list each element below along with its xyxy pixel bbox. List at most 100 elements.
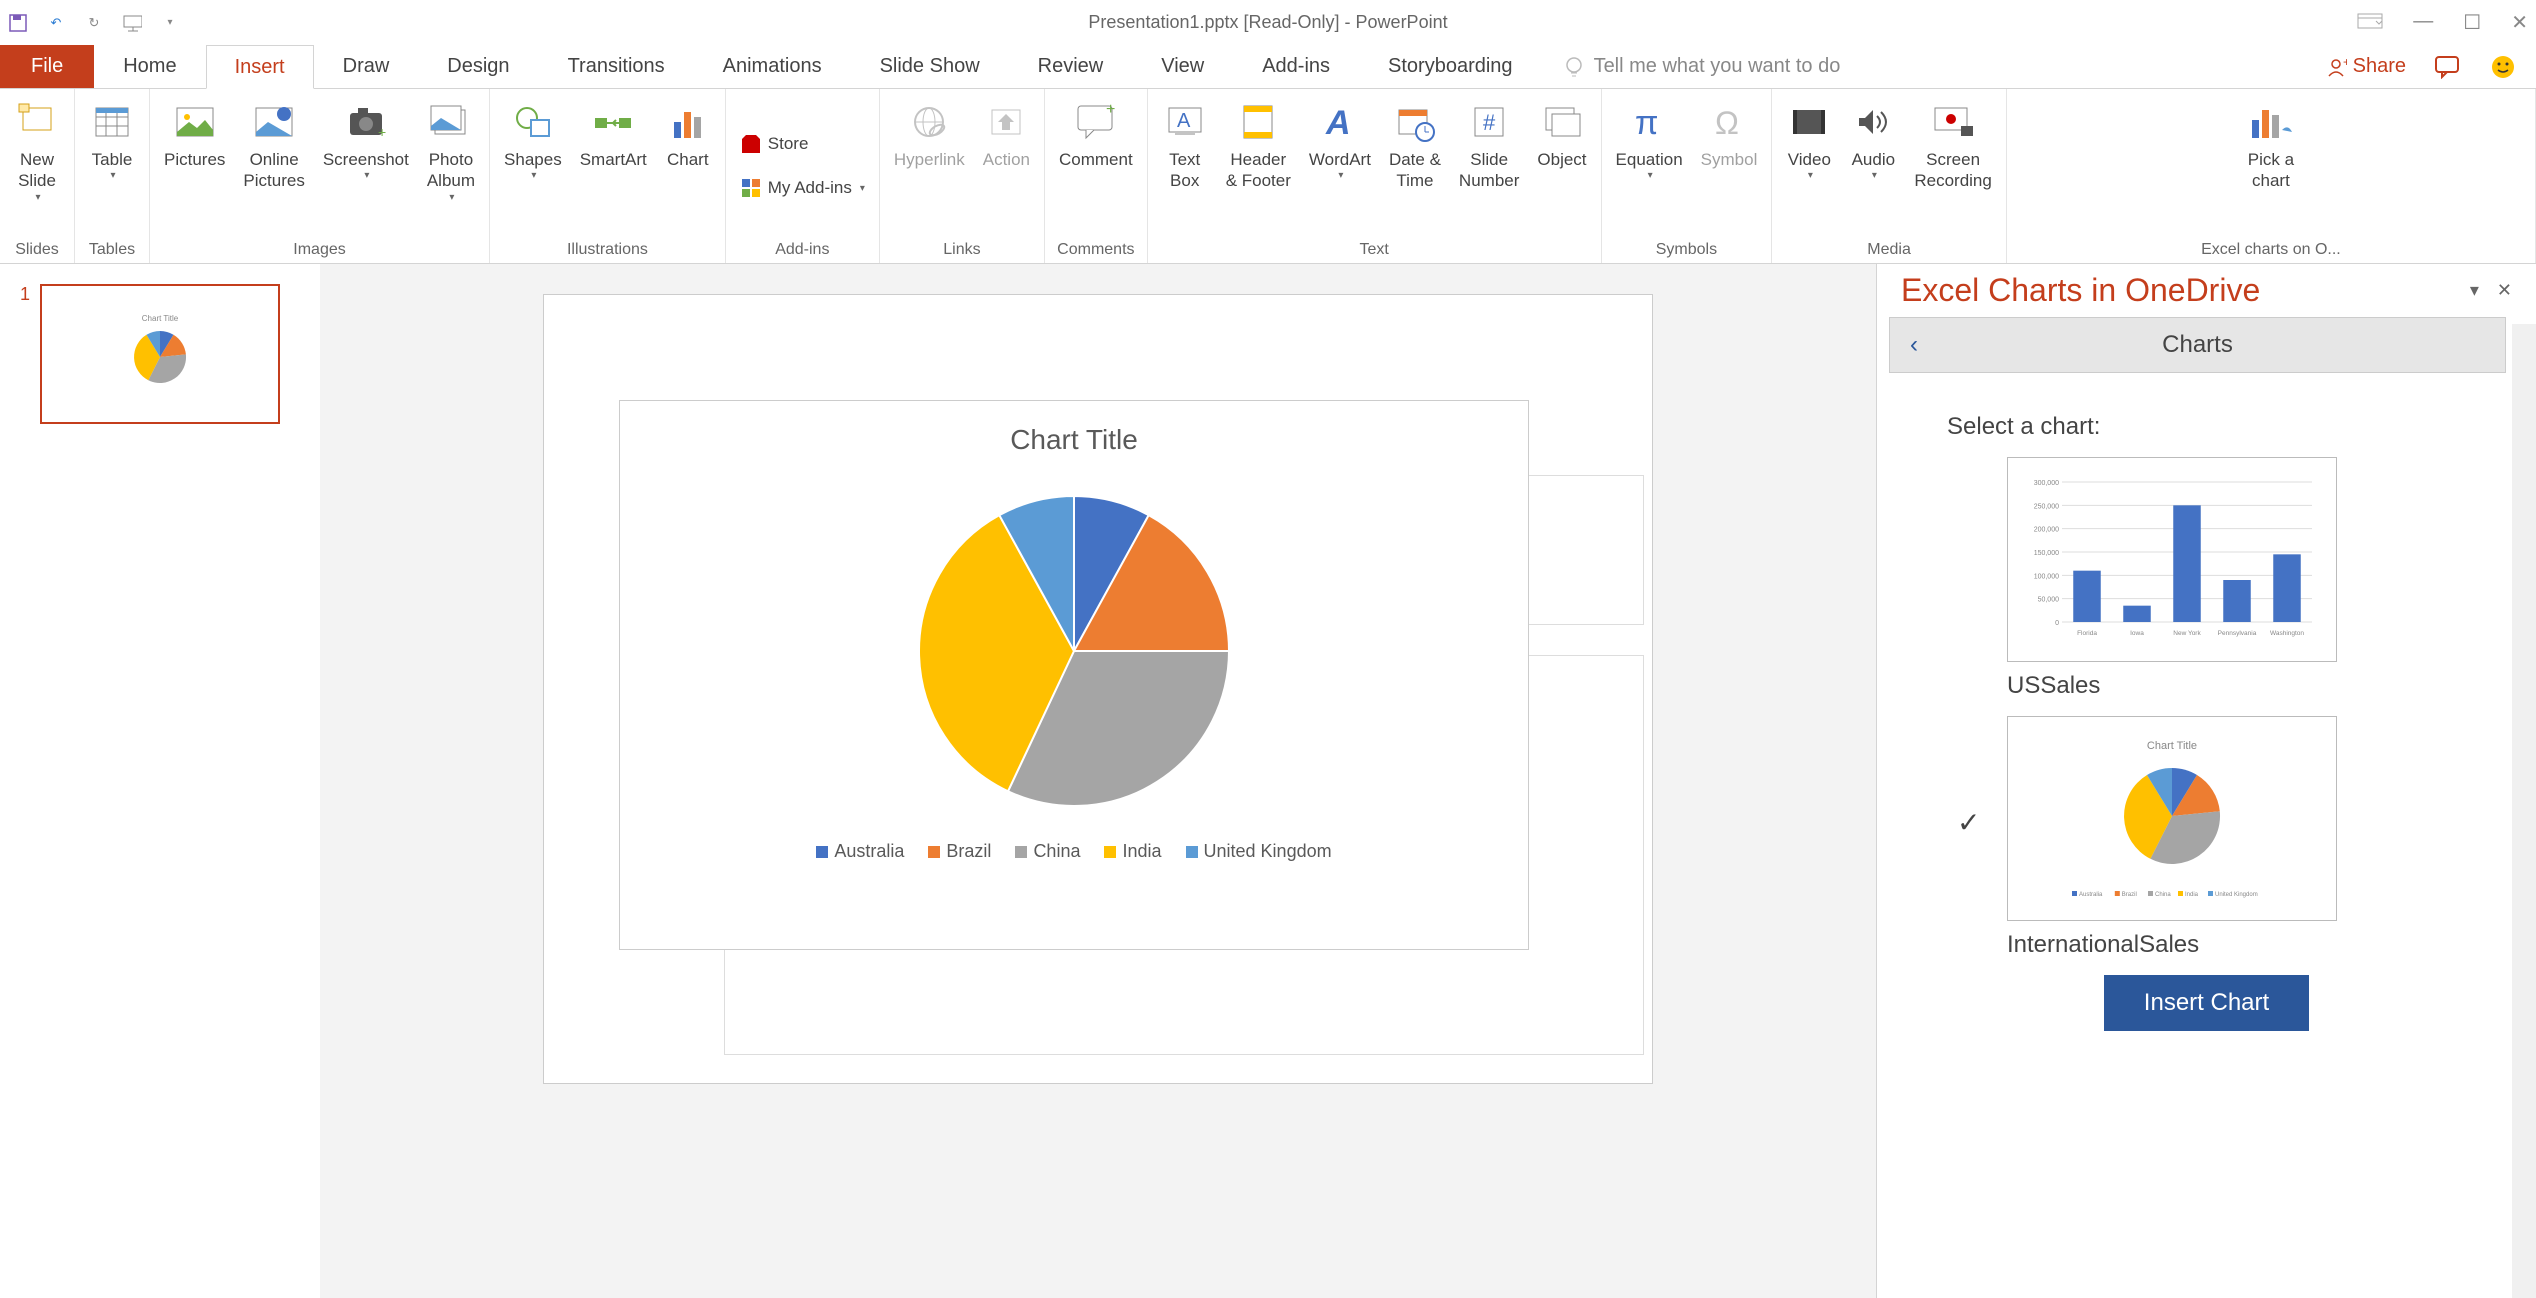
online-pictures-button[interactable]: Online Pictures xyxy=(237,93,310,194)
audio-button[interactable]: Audio▾ xyxy=(1844,93,1902,183)
photo-album-button[interactable]: Photo Album▾ xyxy=(421,93,481,205)
equation-button[interactable]: πEquation▾ xyxy=(1610,93,1689,183)
slide-canvas: Chart Title AustraliaBrazilChinaIndiaUni… xyxy=(320,264,1876,1298)
title-bar: ↶ ↻ ▾ Presentation1.pptx [Read-Only] - P… xyxy=(0,0,2536,45)
svg-text:+: + xyxy=(378,124,386,140)
smiley-icon[interactable] xyxy=(2490,54,2516,80)
svg-text:0: 0 xyxy=(2055,620,2059,627)
store-button[interactable]: Store xyxy=(734,130,871,158)
svg-text:250,000: 250,000 xyxy=(2034,503,2059,510)
tab-addins[interactable]: Add-ins xyxy=(1233,45,1359,88)
screen-recording-button[interactable]: Screen Recording xyxy=(1908,93,1998,194)
svg-text:200,000: 200,000 xyxy=(2034,527,2059,534)
ribbon-group-symbols: πEquation▾ ΩSymbol Symbols xyxy=(1602,89,1773,263)
svg-text:India: India xyxy=(2185,892,2199,898)
taskpane-menu-icon[interactable]: ▾ xyxy=(2470,280,2479,301)
svg-text:Australia: Australia xyxy=(2079,892,2103,898)
tab-animations[interactable]: Animations xyxy=(694,45,851,88)
ribbon-group-addins: Store My Add-ins▾ Add-ins xyxy=(726,89,880,263)
svg-text:New York: New York xyxy=(2173,630,2201,637)
svg-text:Ω: Ω xyxy=(1715,105,1739,141)
object-button[interactable]: Object xyxy=(1531,93,1592,172)
slide-thumbnails-panel: 1 Chart Title xyxy=(0,264,320,1298)
table-button[interactable]: Table ▾ xyxy=(83,93,141,183)
legend-item: Brazil xyxy=(928,841,991,862)
ribbon-group-slides: New Slide ▾ Slides xyxy=(0,89,75,263)
slide[interactable]: Chart Title AustraliaBrazilChinaIndiaUni… xyxy=(543,294,1653,1084)
tab-draw[interactable]: Draw xyxy=(314,45,419,88)
minimize-icon[interactable]: — xyxy=(2413,10,2433,35)
legend-item: India xyxy=(1104,841,1161,862)
hyperlink-button[interactable]: Hyperlink xyxy=(888,93,971,172)
my-addins-button[interactable]: My Add-ins▾ xyxy=(734,174,871,202)
tab-home[interactable]: Home xyxy=(94,45,205,88)
svg-text:United Kingdom: United Kingdom xyxy=(2215,892,2258,898)
qat-dropdown-icon[interactable]: ▾ xyxy=(160,13,180,33)
pick-a-chart-button[interactable]: Pick a chart xyxy=(2242,93,2300,194)
header-footer-button[interactable]: Header & Footer xyxy=(1220,93,1297,194)
svg-text:A: A xyxy=(1177,110,1191,132)
chart-legend: AustraliaBrazilChinaIndiaUnited Kingdom xyxy=(635,841,1513,862)
tab-file[interactable]: File xyxy=(0,45,94,88)
tab-view[interactable]: View xyxy=(1132,45,1233,88)
svg-text:#: # xyxy=(1483,110,1496,135)
tab-review[interactable]: Review xyxy=(1009,45,1133,88)
ribbon-group-tables: Table ▾ Tables xyxy=(75,89,150,263)
comment-icon[interactable] xyxy=(2434,55,2462,79)
screenshot-button[interactable]: +Screenshot▾ xyxy=(317,93,415,183)
redo-icon[interactable]: ↻ xyxy=(84,13,104,33)
bulb-icon xyxy=(1562,55,1586,79)
share-button[interactable]: + Share xyxy=(2325,55,2406,78)
taskpane-close-icon[interactable]: ✕ xyxy=(2497,280,2512,301)
insert-chart-button[interactable]: Insert Chart xyxy=(2104,975,2309,1031)
svg-text:A: A xyxy=(1325,104,1351,142)
slidenumber-button[interactable]: #Slide Number xyxy=(1453,93,1525,194)
new-slide-button[interactable]: New Slide ▾ xyxy=(8,93,66,205)
pictures-button[interactable]: Pictures xyxy=(158,93,231,172)
action-button[interactable]: Action xyxy=(977,93,1036,172)
wordart-button[interactable]: AWordArt▾ xyxy=(1303,93,1377,183)
svg-text:100,000: 100,000 xyxy=(2034,573,2059,580)
chart-option-internationalsales[interactable]: ✓ Chart Title AustraliaBrazilChinaIndiaU… xyxy=(1947,716,2466,959)
ribbon-tabs: File Home Insert Draw Design Transitions… xyxy=(0,45,2536,89)
back-icon[interactable]: ‹ xyxy=(1910,331,1918,359)
smartart-button[interactable]: SmartArt xyxy=(574,93,653,172)
symbol-button[interactable]: ΩSymbol xyxy=(1695,93,1764,172)
svg-text:π: π xyxy=(1635,104,1658,142)
comment-button[interactable]: +Comment xyxy=(1053,93,1139,172)
maximize-icon[interactable]: ☐ xyxy=(2463,10,2481,35)
taskpane-scrollbar[interactable] xyxy=(2512,324,2536,1298)
tab-design[interactable]: Design xyxy=(418,45,538,88)
window-controls: — ☐ ✕ xyxy=(2357,10,2528,35)
thumbnail-pie-icon: Chart Title xyxy=(110,309,210,399)
ribbon-options-icon[interactable] xyxy=(2357,10,2383,35)
slideshow-icon[interactable] xyxy=(122,13,142,33)
chart-object[interactable]: Chart Title AustraliaBrazilChinaIndiaUni… xyxy=(619,400,1529,950)
svg-text:+: + xyxy=(1106,102,1115,118)
undo-icon[interactable]: ↶ xyxy=(46,13,66,33)
svg-text:50,000: 50,000 xyxy=(2038,597,2060,604)
slide-thumbnail-1[interactable]: Chart Title xyxy=(40,284,280,424)
ribbon-group-illustrations: Shapes▾ SmartArt Chart Illustrations xyxy=(490,89,726,263)
tab-storyboarding[interactable]: Storyboarding xyxy=(1359,45,1542,88)
tab-transitions[interactable]: Transitions xyxy=(539,45,694,88)
legend-item: Australia xyxy=(816,841,904,862)
ribbon-group-comments: +Comment Comments xyxy=(1045,89,1148,263)
chart-option-ussales[interactable]: 050,000100,000150,000200,000250,000300,0… xyxy=(1947,457,2466,700)
svg-text:Washington: Washington xyxy=(2270,630,2304,637)
shapes-button[interactable]: Shapes▾ xyxy=(498,93,568,183)
selected-checkmark-icon: ✓ xyxy=(1957,806,1980,839)
close-icon[interactable]: ✕ xyxy=(2511,10,2528,35)
tell-me-box[interactable]: Tell me what you want to do xyxy=(1562,45,2325,88)
ribbon-group-media: Video▾ Audio▾ Screen Recording Media xyxy=(1772,89,2007,263)
tab-insert[interactable]: Insert xyxy=(206,45,314,89)
taskpane-header: ‹ Charts xyxy=(1889,317,2506,373)
datetime-button[interactable]: Date & Time xyxy=(1383,93,1447,194)
chart-button[interactable]: Chart xyxy=(659,93,717,172)
video-button[interactable]: Video▾ xyxy=(1780,93,1838,183)
save-icon[interactable] xyxy=(8,13,28,33)
svg-text:China: China xyxy=(2155,892,2171,898)
tab-slideshow[interactable]: Slide Show xyxy=(851,45,1009,88)
slide-thumb-number: 1 xyxy=(20,284,30,424)
textbox-button[interactable]: AText Box xyxy=(1156,93,1214,194)
